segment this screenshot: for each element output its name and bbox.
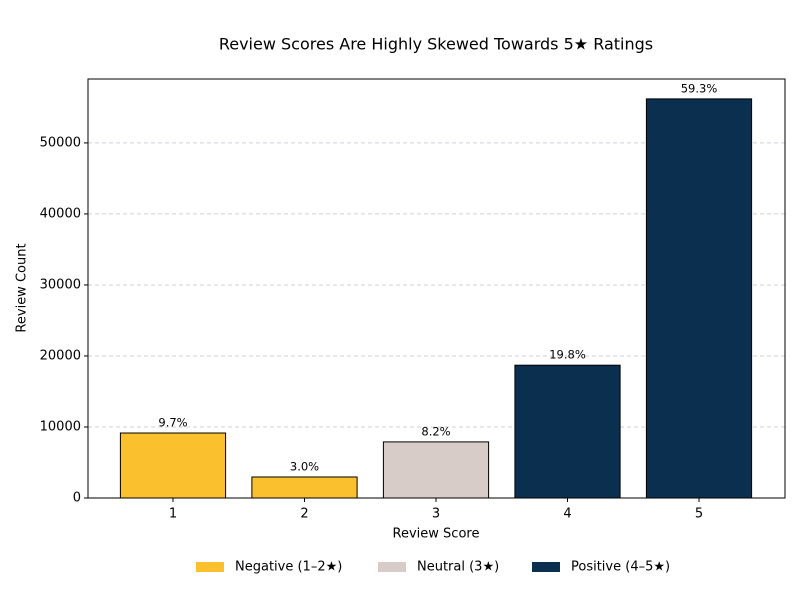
x-tick-label: 1 bbox=[169, 507, 177, 522]
y-tick-label: 10000 bbox=[40, 419, 81, 434]
x-tick-label: 5 bbox=[695, 507, 703, 522]
y-tick-label: 30000 bbox=[40, 277, 81, 292]
chart-title: Review Scores Are Highly Skewed Towards … bbox=[219, 35, 653, 54]
x-tick-label: 4 bbox=[563, 507, 571, 522]
bar-share-label: 19.8% bbox=[549, 348, 586, 362]
bar-share-label: 8.2% bbox=[421, 424, 450, 438]
bar bbox=[514, 364, 621, 499]
legend-label: Negative (1–2★) bbox=[235, 560, 342, 575]
bar bbox=[645, 98, 753, 499]
legend-swatch bbox=[532, 562, 560, 572]
bar-share-label: 59.3% bbox=[681, 81, 718, 95]
x-tick-label: 3 bbox=[432, 507, 440, 522]
y-tick-label: 0 bbox=[73, 491, 81, 506]
legend-swatch bbox=[378, 562, 406, 572]
x-tick-label: 2 bbox=[300, 507, 308, 522]
y-axis-label: Review Count bbox=[15, 243, 30, 332]
legend-label: Positive (4–5★) bbox=[571, 560, 670, 575]
plot-frame bbox=[87, 78, 786, 499]
x-axis-label: Review Score bbox=[393, 527, 480, 542]
bar bbox=[119, 432, 227, 499]
y-tick-label: 50000 bbox=[40, 135, 81, 150]
y-tick-label: 20000 bbox=[40, 348, 81, 363]
legend-label: Neutral (3★) bbox=[417, 560, 499, 575]
legend-swatch bbox=[196, 562, 224, 572]
bar bbox=[251, 476, 358, 499]
y-tick-label: 40000 bbox=[40, 206, 81, 221]
bar-share-label: 9.7% bbox=[158, 416, 187, 430]
bar bbox=[382, 441, 490, 499]
bar-share-label: 3.0% bbox=[290, 459, 319, 473]
